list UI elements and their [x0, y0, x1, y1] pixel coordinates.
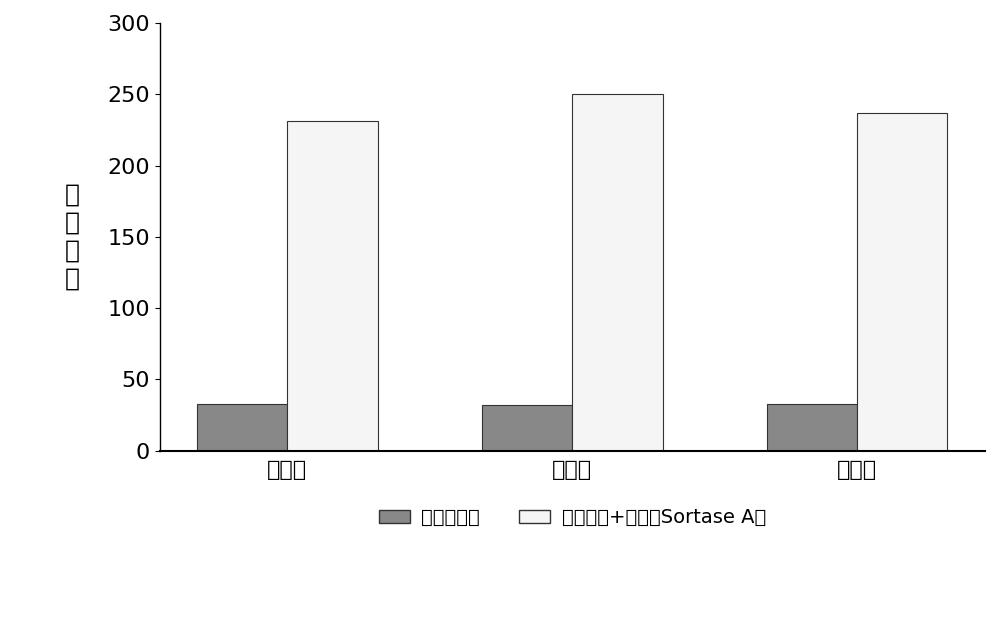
Y-axis label: 荧
光
强
度: 荧 光 强 度	[65, 183, 80, 291]
Bar	[572, 94, 663, 451]
Bar	[767, 404, 857, 451]
Bar	[287, 121, 378, 451]
Bar	[197, 404, 287, 451]
Legend: 底物蛋白组, 底物蛋白+分选酶Sortase A组: 底物蛋白组, 底物蛋白+分选酶Sortase A组	[371, 500, 774, 535]
Bar	[482, 405, 572, 451]
Bar	[857, 113, 947, 451]
